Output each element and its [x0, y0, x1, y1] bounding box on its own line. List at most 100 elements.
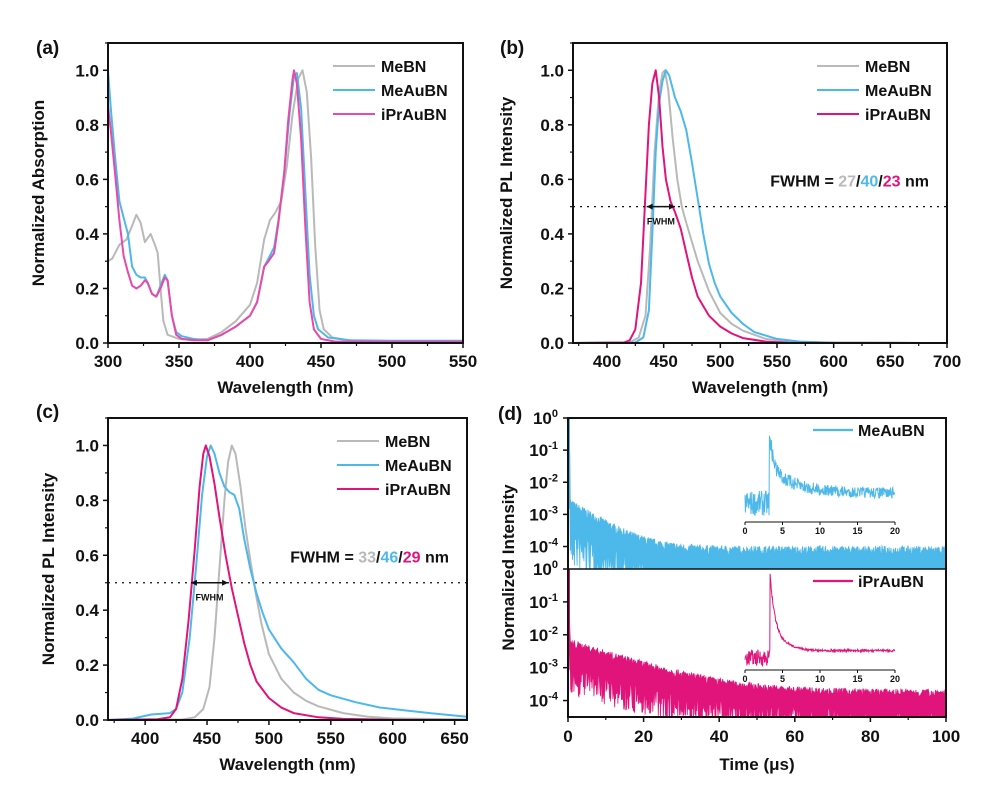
y-tick-base: 10 — [529, 692, 548, 711]
y-tick-exponent: -2 — [548, 625, 558, 637]
y-tick-exponent: -4 — [548, 691, 559, 703]
fwhm-separator: / — [376, 550, 381, 567]
fwhm-suffix: nm — [901, 174, 929, 191]
x-axis-label: Wavelength (nm) — [219, 755, 355, 774]
series-line-ipraubn — [107, 444, 468, 721]
y-tick-label: 10-3 — [529, 658, 558, 678]
y-tick-label: 0.0 — [540, 334, 564, 353]
plot-frame — [572, 42, 948, 344]
y-tick-label: 0.2 — [540, 279, 564, 298]
x-tick-label: 20 — [634, 727, 653, 746]
panel-label: (d) — [498, 404, 522, 425]
y-tick-label: 10-1 — [529, 440, 558, 460]
x-axis-label: Wavelength (nm) — [692, 378, 828, 397]
x-tick-label: 500 — [706, 352, 734, 371]
panel-label: (b) — [500, 38, 524, 59]
y-tick-label: 10-4 — [529, 537, 559, 557]
inset-x-tick-label: 20 — [890, 674, 900, 684]
x-tick-label: 450 — [307, 352, 335, 371]
inset-x-tick-label: 20 — [890, 526, 900, 536]
x-tick-label: 300 — [94, 352, 122, 371]
y-tick-label: 0.4 — [540, 225, 564, 244]
inset-x-tick-label: 5 — [780, 526, 785, 536]
y-tick-label: 0.2 — [75, 279, 99, 298]
fwhm-value-mebn: 27 — [838, 174, 856, 191]
y-tick-exponent: -4 — [548, 537, 559, 549]
series-line-mebn — [107, 444, 468, 721]
fwhm-value-mebn: 33 — [358, 550, 376, 567]
y-axis-label: Normalized PL Intensity — [497, 96, 516, 289]
y-tick-base: 10 — [529, 593, 548, 612]
y-tick-label: 0.0 — [75, 334, 99, 353]
y-tick-exponent: -3 — [548, 504, 558, 516]
y-tick-base: 10 — [529, 505, 548, 524]
fwhm-prefix: FWHM = — [290, 550, 358, 567]
y-tick-exponent: -1 — [548, 592, 558, 604]
inset-trace-ipraubn — [744, 573, 896, 668]
fwhm-arrow-right-head — [669, 203, 675, 210]
y-tick-base: 10 — [529, 473, 548, 492]
inset-x-tick-label: 10 — [815, 526, 825, 536]
x-tick-label: 400 — [593, 352, 621, 371]
y-tick-label: 10-1 — [529, 592, 558, 612]
y-tick-exponent: 0 — [552, 559, 558, 571]
legend-label-ipraubn: iPrAuBN — [858, 574, 924, 591]
y-tick-label: 0.8 — [75, 491, 99, 510]
x-tick-label: 80 — [861, 727, 880, 746]
legend-label-meaubn: MeAuBN — [385, 458, 452, 475]
inset-x-tick-label: 0 — [742, 674, 747, 684]
panel-label: (a) — [36, 38, 59, 59]
y-tick-base: 10 — [529, 538, 548, 557]
x-tick-label: 500 — [378, 352, 406, 371]
fwhm-suffix: nm — [421, 550, 449, 567]
panel-label: (c) — [36, 402, 59, 423]
legend-label-ipraubn: iPrAuBN — [385, 482, 451, 499]
y-tick-label: 0.6 — [540, 170, 564, 189]
legend-label-mebn: MeBN — [865, 59, 910, 76]
y-tick-base: 10 — [529, 441, 548, 460]
inset-x-tick-label: 10 — [815, 674, 825, 684]
fwhm-value-meaubn: 40 — [861, 174, 879, 191]
x-axis-label: Wavelength (nm) — [217, 378, 353, 397]
x-tick-label: 400 — [236, 352, 264, 371]
legend-label-meaubn: MeAuBN — [865, 83, 932, 100]
inset-trace-meaubn — [744, 435, 896, 516]
y-tick-base: 10 — [529, 659, 548, 678]
y-tick-exponent: -2 — [548, 472, 558, 484]
y-tick-label: 1.0 — [75, 61, 99, 80]
x-tick-label: 500 — [255, 729, 283, 748]
x-tick-label: 350 — [165, 352, 193, 371]
inset-x-tick-label: 15 — [852, 674, 862, 684]
legend-label-ipraubn: iPrAuBN — [865, 107, 931, 124]
x-tick-label: 600 — [819, 352, 847, 371]
y-axis-label: Normalized Absorption — [29, 100, 48, 286]
x-axis-label: Time (μs) — [719, 755, 794, 774]
y-tick-exponent: -3 — [548, 658, 558, 670]
panel-a: 300 350 400 450 500 550 0.0 0.2 0.4 0.6 0.8 1.0 Wave… — [29, 38, 477, 397]
series-line-mebn — [572, 69, 925, 344]
y-tick-label: 0.4 — [75, 601, 99, 620]
fwhm-annotation: FWHM = 27/40/23 nm — [770, 174, 929, 191]
fwhm-arrow-left-head — [646, 203, 653, 210]
y-tick-label: 0.8 — [75, 116, 99, 135]
fwhm-annotation: FWHM = 33/46/29 nm — [290, 550, 449, 567]
series-line-mebn — [107, 69, 463, 343]
y-axis-label: Normalized Intensity — [499, 484, 518, 651]
x-tick-label: 0 — [563, 727, 572, 746]
x-tick-label: 60 — [785, 727, 804, 746]
x-tick-label: 550 — [449, 352, 477, 371]
x-tick-label: 600 — [379, 729, 407, 748]
y-tick-label: 10-2 — [529, 472, 558, 492]
inset-x-tick-label: 0 — [742, 526, 747, 536]
series-line-ipraubn — [572, 69, 925, 344]
legend-label-meaubn: MeAuBN — [858, 423, 925, 440]
legend-label-meaubn: MeAuBN — [381, 83, 448, 100]
fwhm-value-meaubn: 46 — [381, 550, 399, 567]
x-tick-label: 550 — [763, 352, 791, 371]
fwhm-arrow-label: FWHM — [647, 217, 675, 227]
x-tick-label: 450 — [193, 729, 221, 748]
y-tick-label: 0.8 — [540, 116, 564, 135]
fwhm-separator: / — [878, 174, 883, 191]
